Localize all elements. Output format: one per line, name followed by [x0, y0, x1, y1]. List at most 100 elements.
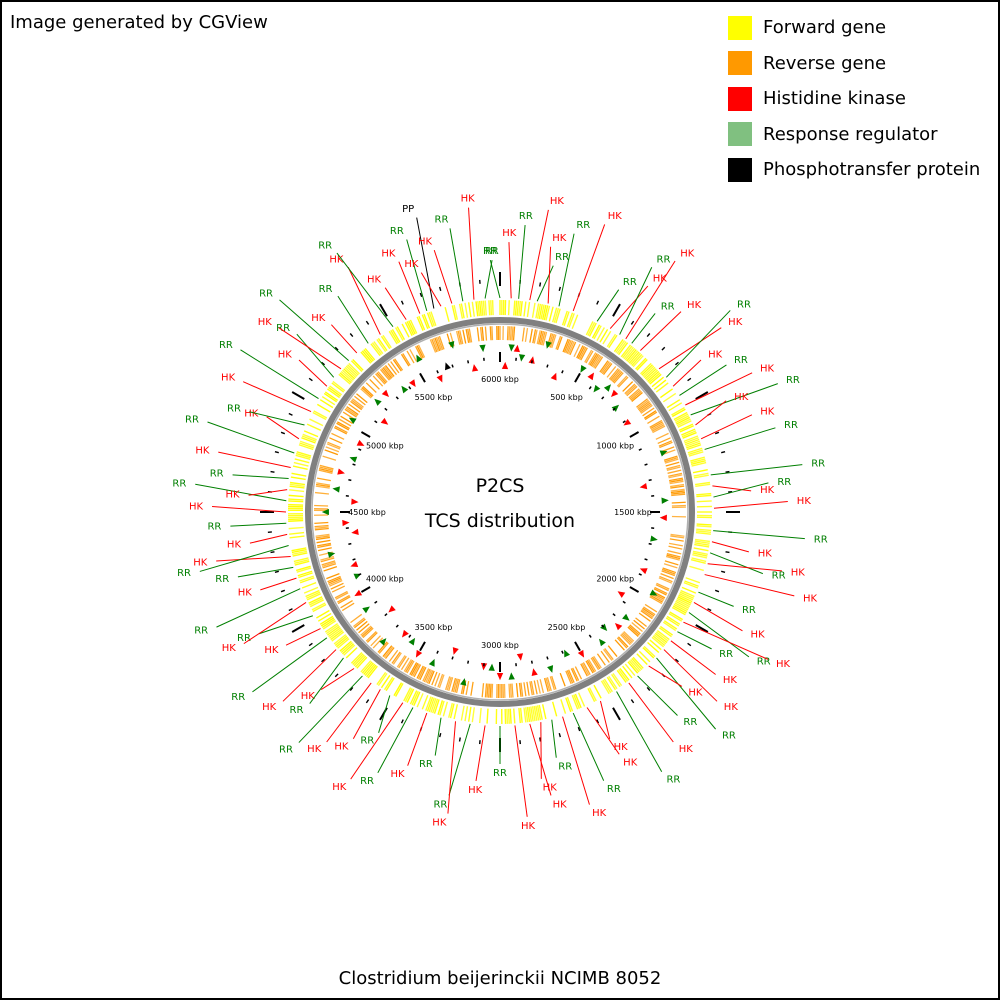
kbp-ruler: 500 kbp 1000 kbp 1500 kbp 2000 kbp 2500 kbp 3…: [340, 352, 660, 672]
forward-gene: [345, 647, 358, 659]
forward-gene: [668, 612, 683, 622]
reverse-gene: [542, 331, 548, 346]
forward-gene: [694, 542, 710, 546]
reverse-gene: [382, 367, 393, 379]
callout-label: RR: [390, 226, 404, 237]
reverse-gene: [334, 590, 348, 599]
forward-gene: [306, 423, 322, 431]
ruler-tick: [374, 420, 378, 424]
tcs-marker: [388, 605, 396, 613]
forward-gene: [288, 494, 304, 498]
forward-gene: [328, 386, 342, 397]
legend-swatch-phosphotransfer-protein: [728, 157, 752, 182]
forward-gene: [616, 341, 627, 355]
callout-label: HK: [734, 392, 749, 403]
reverse-gene: [379, 369, 390, 381]
callout-label: RR: [237, 633, 251, 644]
ruler-label: 3000 kbp: [481, 641, 519, 650]
reverse-gene: [656, 582, 670, 590]
reverse-gene: [638, 612, 651, 622]
ruler-tick: [374, 600, 378, 604]
forward-gene: [329, 385, 343, 396]
callout-line: [677, 631, 712, 650]
reverse-gene: [661, 570, 676, 577]
forward-gene: [600, 680, 610, 695]
reverse-gene: [419, 666, 427, 681]
forward-gene: [560, 699, 567, 714]
tcs-marker: [577, 649, 585, 658]
callout-line: [260, 577, 297, 591]
outer-tick: [539, 282, 542, 287]
reverse-gene: [664, 560, 679, 566]
outer-tick: [630, 699, 635, 704]
reverse-gene: [315, 485, 330, 489]
legend-swatch-forward-gene: [728, 15, 752, 40]
callout-line: [572, 224, 606, 312]
reverse-gene: [670, 535, 685, 539]
callout-line: [572, 712, 605, 781]
callout-line: [484, 260, 493, 299]
forward-gene: [361, 661, 373, 674]
callout-label: HK: [553, 799, 568, 810]
reverse-gene: [337, 594, 350, 603]
forward-gene: [647, 371, 660, 382]
tcs-marker: [380, 417, 389, 425]
forward-gene: [689, 565, 704, 572]
reverse-gene: [551, 675, 557, 690]
callout-line: [558, 233, 575, 307]
forward-gene: [302, 433, 317, 441]
tcs-marker: [445, 362, 451, 371]
reverse-gene: [327, 441, 341, 449]
forward-gene: [627, 661, 639, 674]
reverse-gene: [372, 637, 384, 649]
forward-gene: [350, 652, 363, 664]
forward-gene: [403, 687, 412, 702]
reverse-gene: [578, 346, 587, 360]
reverse-gene: [467, 328, 471, 343]
forward-gene: [433, 699, 440, 714]
forward-gene: [593, 684, 602, 699]
callout-line: [336, 252, 394, 327]
callout-line: [704, 574, 795, 597]
callout-label: HK: [543, 783, 558, 794]
reverse-gene: [635, 617, 647, 628]
forward-gene: [289, 531, 305, 535]
reverse-gene: [549, 676, 556, 691]
callout-label: RR: [737, 300, 751, 311]
callout-label: HK: [432, 817, 447, 828]
forward-gene: [467, 706, 472, 722]
callout-label: HK: [193, 558, 208, 569]
ruler-tick: [622, 600, 626, 604]
forward-gene: [693, 547, 709, 552]
tcs-marker: [545, 341, 552, 349]
forward-gene: [409, 690, 418, 705]
forward-gene: [432, 698, 439, 714]
ruler-tick: [408, 634, 412, 638]
callout-line: [551, 719, 557, 758]
callout-label: RR: [786, 375, 800, 386]
reverse-gene: [462, 329, 467, 344]
reverse-gene: [591, 354, 601, 368]
callout-line: [398, 261, 421, 314]
reverse-gene: [329, 579, 343, 587]
callout-line: [489, 260, 501, 299]
forward-gene: [331, 382, 345, 393]
reverse-gene: [319, 464, 334, 470]
reverse-gene: [320, 557, 335, 563]
callout-label: RR: [215, 574, 229, 585]
reverse-gene: [649, 596, 663, 605]
reverse-gene: [636, 398, 648, 408]
forward-gene: [426, 696, 434, 712]
callout-line: [514, 725, 528, 817]
reverse-gene: [650, 594, 663, 603]
outer-tick: [695, 391, 709, 400]
reverse-gene: [326, 443, 341, 450]
callout-line: [337, 295, 369, 344]
reverse-gene: [602, 363, 613, 376]
callout-line: [616, 691, 663, 773]
reverse-gene: [484, 683, 488, 698]
forward-gene: [630, 352, 641, 365]
reverse-gene: [337, 421, 350, 430]
reverse-gene: [665, 555, 680, 561]
reverse-gene: [346, 406, 359, 416]
